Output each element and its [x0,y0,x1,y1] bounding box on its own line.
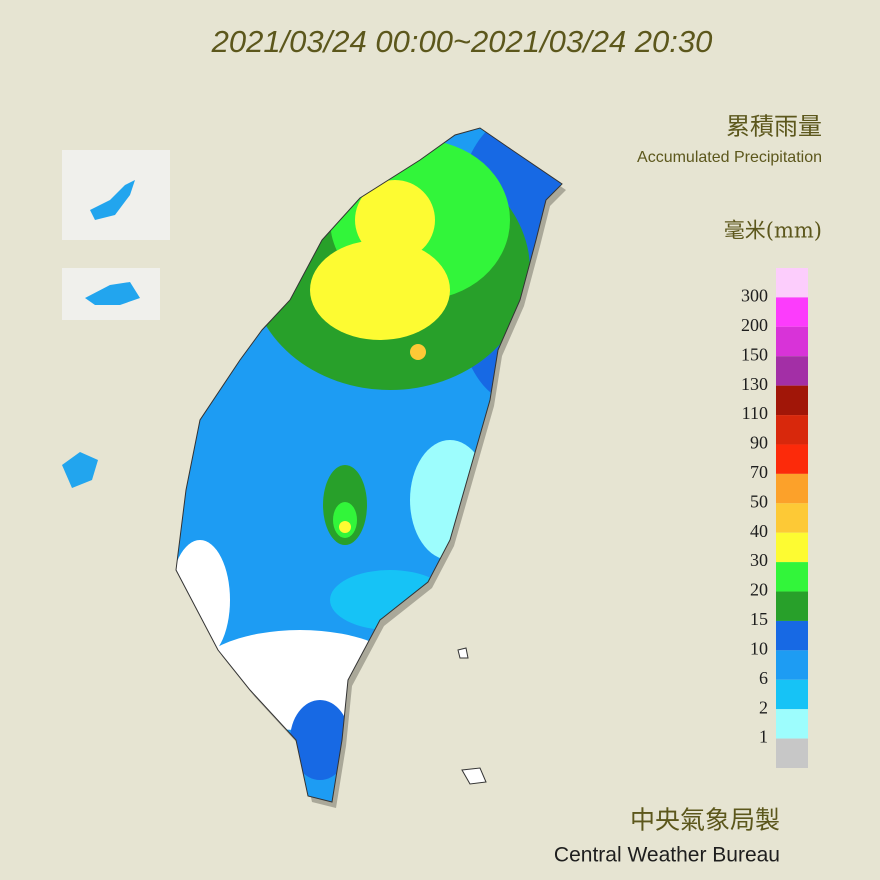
legend-swatch [776,385,808,416]
inset-boxes [62,150,487,785]
rain-area [355,180,435,260]
title: 2021/03/24 00:00~2021/03/24 20:30 [211,24,713,59]
legend-swatch [776,650,808,680]
legend-label: 1 [759,727,768,747]
legend-swatch [776,503,808,533]
legend-label: 150 [741,344,768,364]
legend-swatch [776,444,808,474]
legend-swatch [776,738,808,768]
rain-area [410,344,426,360]
legend-swatch [776,562,808,592]
footer-english: Central Weather Bureau [554,844,780,867]
legend-swatch [776,679,808,710]
rain-area [339,521,351,533]
legend-swatch [776,356,808,386]
legend-swatch [776,415,808,445]
legend-swatch [776,473,808,504]
legend-title: 累積雨量 [726,113,822,141]
legend-unit: 毫米(mm) [724,219,822,243]
legend-label: 40 [750,521,768,541]
legend-label: 110 [742,403,768,423]
legend-label: 130 [741,374,768,394]
legend-label: 50 [750,491,768,511]
legend-label: 90 [750,433,768,453]
legend: 300 200 150 130 110 90 70 50 40 30 20 15 10 6 2 1 [741,268,808,768]
legend-label: 6 [759,668,768,688]
legend-swatch [776,620,808,651]
legend-swatch [776,709,808,739]
legend-label: 20 [750,580,768,600]
legend-label: 15 [750,609,768,629]
legend-subtitle: Accumulated Precipitation [637,149,822,166]
coastline [175,127,563,803]
island-penghu [62,452,98,488]
legend-label: 300 [741,286,768,306]
rain-area [333,502,357,538]
island-lanyu [461,767,487,785]
island [85,282,140,305]
island [90,180,135,220]
legend-swatch [776,591,808,621]
legend-label: 30 [750,550,768,570]
rain-area [290,700,350,780]
legend-label: 2 [759,697,768,717]
legend-swatch [776,326,808,357]
legend-swatch [776,532,808,563]
legend-label: 70 [750,462,768,482]
footer-chinese: 中央氣象局製 [630,806,780,835]
island-lyudao [457,647,469,659]
legend-swatch [776,297,808,327]
legend-swatch [776,268,808,298]
rain-area [310,240,450,340]
legend-label: 10 [750,638,768,658]
legend-label: 200 [741,315,768,335]
